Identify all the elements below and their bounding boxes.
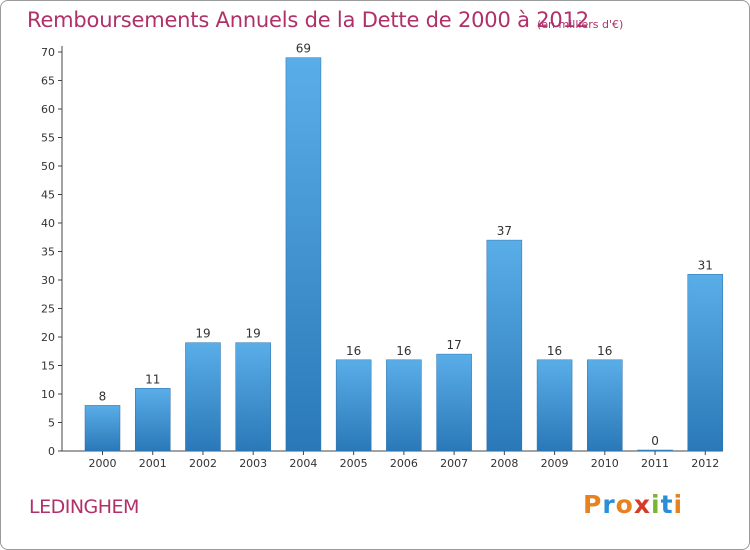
logo-letter: i	[651, 490, 661, 519]
y-tick-label: 70	[41, 46, 55, 59]
x-tick-label-2004: 2004	[289, 457, 317, 470]
value-label-2003: 19	[246, 327, 261, 341]
x-tick-label-2003: 2003	[239, 457, 267, 470]
y-tick-label: 5	[48, 417, 55, 430]
x-tick-label-2010: 2010	[591, 457, 619, 470]
x-tick-label-2006: 2006	[390, 457, 418, 470]
logo-letter: x	[633, 490, 651, 519]
logo-letter: o	[615, 490, 634, 519]
value-label-2011: 0	[651, 434, 659, 448]
x-tick-label-2005: 2005	[340, 457, 368, 470]
y-tick-label: 25	[41, 303, 55, 316]
y-tick-label: 50	[41, 160, 55, 173]
y-tick-label: 20	[41, 331, 55, 344]
bar-2011	[637, 449, 673, 452]
y-tick-label: 45	[41, 189, 55, 202]
logo-letter: P	[583, 490, 603, 519]
proxiti-logo: Proxiti	[583, 490, 683, 519]
value-label-2010: 16	[597, 344, 612, 358]
x-tick-label-2009: 2009	[541, 457, 569, 470]
bar-2000	[84, 405, 121, 452]
bar-2002	[185, 342, 221, 452]
value-label-2004: 69	[296, 42, 311, 56]
y-tick-label: 30	[41, 274, 55, 287]
x-tick-label-2012: 2012	[691, 457, 719, 470]
x-tick-label-2002: 2002	[189, 457, 217, 470]
y-tick-label: 0	[48, 445, 55, 458]
bar-2004	[285, 57, 322, 452]
value-label-2009: 16	[547, 344, 562, 358]
logo-letter: r	[602, 490, 616, 519]
bar-2007	[436, 353, 472, 452]
bar-2009	[536, 359, 573, 452]
y-tick-label: 40	[41, 217, 55, 230]
value-label-2012: 31	[698, 258, 713, 272]
value-label-2002: 19	[195, 327, 210, 341]
bar-2008	[486, 239, 523, 452]
chart-subtitle: (en milliers d'€)	[537, 18, 624, 31]
value-label-2006: 16	[396, 344, 411, 358]
bar-2006	[386, 359, 422, 452]
chart-title: Remboursements Annuels de la Dette de 20…	[27, 8, 589, 32]
logo-letter: t	[660, 490, 674, 519]
bar-2003	[235, 342, 271, 452]
y-tick-label: 65	[41, 75, 55, 88]
bar-2012	[687, 274, 724, 452]
y-tick-label: 55	[41, 132, 55, 145]
bar-2010	[587, 359, 623, 452]
value-label-2001: 11	[145, 372, 160, 386]
x-tick-label-2000: 2000	[89, 457, 117, 470]
x-tick-label-2007: 2007	[440, 457, 468, 470]
y-tick-label: 10	[41, 388, 55, 401]
value-label-2008: 37	[497, 224, 512, 238]
commune-name: LEDINGHEM	[29, 496, 139, 518]
x-tick-label-2011: 2011	[641, 457, 669, 470]
x-tick-label-2008: 2008	[490, 457, 518, 470]
value-label-2005: 16	[346, 344, 361, 358]
y-tick-label: 15	[41, 360, 55, 373]
y-tick-label: 35	[41, 246, 55, 259]
y-tick-label: 60	[41, 103, 55, 116]
logo-letter: i	[673, 490, 684, 519]
x-tick-label-2001: 2001	[139, 457, 167, 470]
bar-2001	[134, 388, 171, 452]
bar-2005	[335, 359, 372, 452]
value-label-2007: 17	[446, 338, 461, 352]
value-label-2000: 8	[99, 389, 107, 403]
